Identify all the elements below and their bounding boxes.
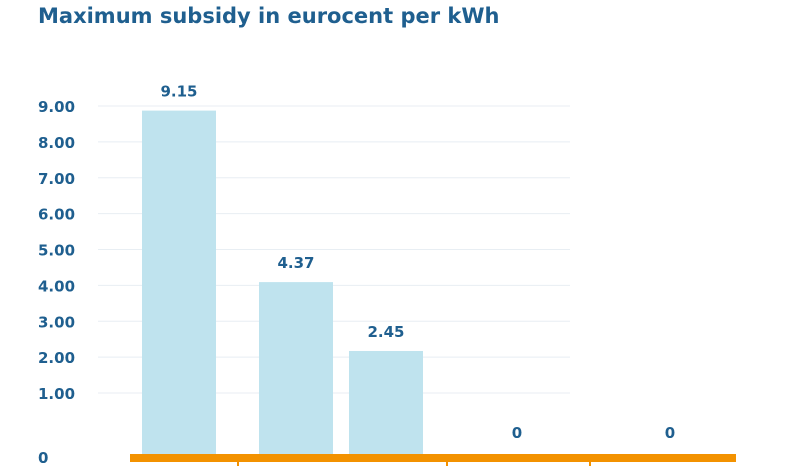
x-axis-line <box>130 454 736 462</box>
y-tick-label: 5.00 <box>38 242 75 260</box>
data-label: 2.45 <box>367 323 404 341</box>
x-axis-divider <box>446 457 448 466</box>
bar <box>349 350 423 457</box>
y-tick-label: 1.00 <box>38 385 75 403</box>
y-axis: 1.00 2.00 3.00 4.00 5.00 6.00 7.00 8.00 9.00 0 <box>38 98 75 466</box>
y-tick-label: 3.00 <box>38 313 75 331</box>
data-label: 4.37 <box>277 254 314 272</box>
y-tick-label: 8.00 <box>38 134 75 152</box>
y-tick-label-zero: 0 <box>38 449 48 466</box>
bar <box>142 110 216 458</box>
x-axis-divider <box>589 457 591 466</box>
data-labels: 9.15 4.37 2.45 0 0 <box>160 83 675 442</box>
y-tick-label: 6.00 <box>38 206 75 224</box>
x-axis <box>130 454 736 466</box>
data-label: 0 <box>512 424 522 442</box>
x-axis-divider <box>237 457 239 466</box>
y-tick-label: 2.00 <box>38 349 75 367</box>
y-tick-label: 4.00 <box>38 277 75 295</box>
bar <box>259 282 333 457</box>
y-tick-label: 7.00 <box>38 170 75 188</box>
y-tick-label: 9.00 <box>38 98 75 116</box>
chart-title: Maximum subsidy in eurocent per kWh <box>38 4 500 28</box>
data-label: 9.15 <box>160 83 197 101</box>
bars <box>142 110 423 458</box>
data-label: 0 <box>665 424 675 442</box>
